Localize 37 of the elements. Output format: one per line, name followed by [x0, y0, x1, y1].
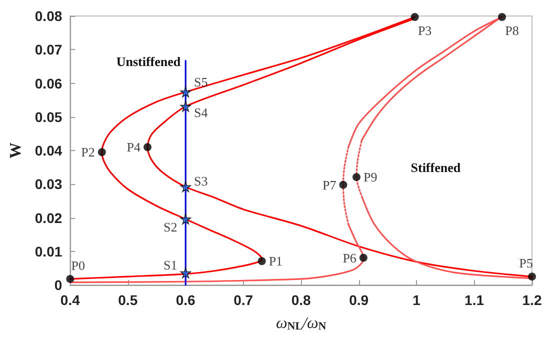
x-tick-label: 0.5 [118, 292, 138, 308]
data-label: P6 [342, 250, 357, 266]
y-tick-label: 0.08 [34, 8, 62, 24]
data-label: P9 [363, 170, 378, 185]
x-tick-label: 1 [412, 292, 421, 308]
data-label: S3 [194, 173, 208, 188]
y-tick-label: 0.06 [34, 75, 62, 92]
y-tick-label: 0.05 [34, 108, 62, 125]
annotation: Unstiffened [116, 54, 182, 69]
y-tick-label: 0 [54, 277, 62, 293]
y-axis-title: W [8, 142, 24, 158]
annotation: Stiffened [410, 160, 462, 175]
x-tick-label: 0.4 [60, 292, 80, 308]
data-label: S4 [194, 104, 208, 120]
x-axis-title: ωNL/ωN [276, 315, 326, 332]
x-tick-label: 0.7 [234, 292, 254, 308]
data-label: S1 [163, 257, 178, 272]
data-label: P7 [322, 177, 337, 192]
data-label: P1 [268, 254, 283, 269]
x-tick-label: 0.8 [291, 292, 312, 308]
y-tick-label: 0.03 [34, 176, 62, 192]
x-tick-label: 1.2 [522, 292, 542, 308]
x-tick-label: 0.9 [349, 292, 369, 308]
data-label: P2 [81, 144, 95, 160]
y-tick-label: 0.02 [34, 210, 62, 226]
data-label: P4 [126, 140, 142, 155]
data-label: P0 [71, 258, 86, 273]
data-label: P3 [418, 23, 432, 38]
y-tick-label: 0.07 [34, 42, 62, 58]
x-tick-label: 1.1 [464, 292, 484, 308]
data-label: S2 [163, 220, 178, 235]
data-label: S5 [194, 74, 208, 90]
y-tick-label: 0.04 [34, 142, 62, 158]
x-tick-label: 0.6 [176, 292, 196, 308]
data-label: P8 [505, 23, 519, 38]
y-tick-label: 0.01 [34, 243, 62, 260]
data-label: P5 [519, 256, 533, 271]
